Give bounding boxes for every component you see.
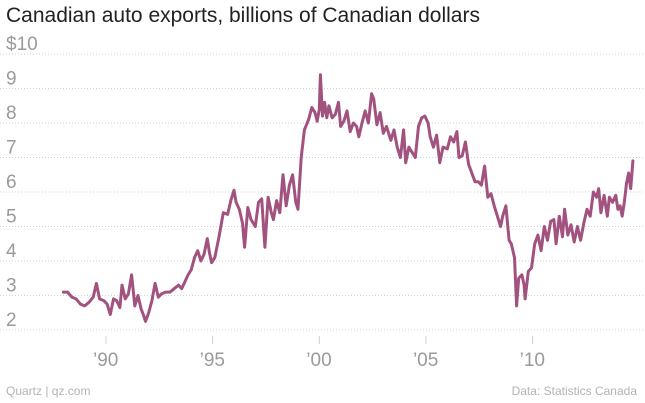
x-tick-label: ’00 <box>306 350 331 371</box>
y-tick-label: 5 <box>6 207 17 228</box>
line-chart: 2 3 4 5 6 7 8 9 $10 ’90 ’95 ’00 ’05 ’10 <box>0 34 645 371</box>
x-tick-label: ’10 <box>520 350 545 371</box>
y-tick-label: 4 <box>6 241 17 262</box>
y-tick-label: 9 <box>6 69 17 90</box>
x-tick-label: ’95 <box>200 350 225 371</box>
gridlines <box>0 53 645 331</box>
credit-text: Quartz | qz.com <box>6 384 91 398</box>
x-tick-label: ’05 <box>413 350 438 371</box>
x-tick-label: ’90 <box>93 350 118 371</box>
series-line-0 <box>61 73 635 323</box>
y-tick-label: 2 <box>6 310 17 331</box>
y-tick-label: $10 <box>6 34 38 55</box>
y-tick-label: 6 <box>6 172 17 193</box>
y-tick-label: 8 <box>6 103 17 124</box>
y-axis-ticks: 2 3 4 5 6 7 8 9 $10 <box>6 34 38 331</box>
source-text: Data: Statistics Canada <box>511 384 637 398</box>
series-layer <box>61 73 635 323</box>
x-axis-ticks: ’90 ’95 ’00 ’05 ’10 <box>93 336 545 371</box>
y-tick-label: 7 <box>6 138 17 159</box>
chart-title: Canadian auto exports, billions of Canad… <box>6 4 480 27</box>
y-tick-label: 3 <box>6 276 17 297</box>
